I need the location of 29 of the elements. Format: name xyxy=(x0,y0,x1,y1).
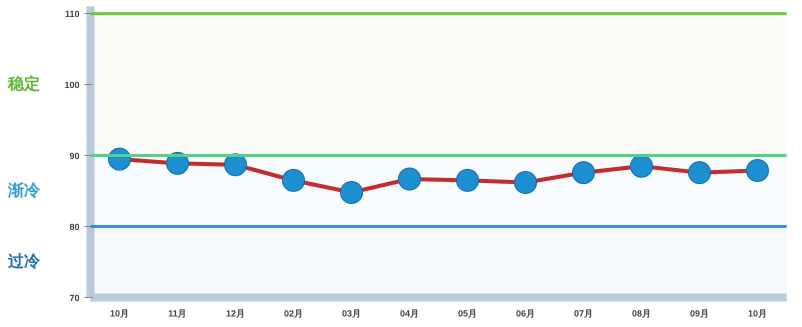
point xyxy=(746,158,769,182)
x-tick-label: 09月 xyxy=(690,308,710,318)
point xyxy=(398,167,421,190)
x-tick-label: 07月 xyxy=(574,308,594,318)
point xyxy=(456,168,479,192)
y-tick-label: 100 xyxy=(64,80,80,90)
x-tick-label: 03月 xyxy=(342,308,362,318)
x-tick-label: 10月 xyxy=(110,308,130,318)
y-tick-label: 90 xyxy=(69,151,80,162)
x-tick-label: 05月 xyxy=(458,308,478,318)
point xyxy=(224,153,247,176)
x-tick-label: 06月 xyxy=(516,308,536,318)
band-label: 稳定 xyxy=(7,75,40,94)
y-tick-label: 80 xyxy=(69,222,80,232)
x-tick-label: 11月 xyxy=(168,308,187,318)
point xyxy=(572,161,595,184)
point xyxy=(688,161,711,184)
x-tick-label: 04月 xyxy=(400,308,420,318)
band-label: 过冷 xyxy=(7,252,41,271)
x-tick-label: 08月 xyxy=(632,308,652,318)
band-label: 渐冷 xyxy=(7,182,41,200)
x-tick-label: 10月 xyxy=(748,308,768,318)
y-tick-label: 110 xyxy=(64,9,80,20)
point xyxy=(514,171,537,194)
y-tick-label: 70 xyxy=(69,293,80,303)
point xyxy=(340,180,363,204)
x-tick-label: 02月 xyxy=(284,308,304,318)
x-tick-label: 12月 xyxy=(226,308,246,318)
point xyxy=(282,168,305,192)
